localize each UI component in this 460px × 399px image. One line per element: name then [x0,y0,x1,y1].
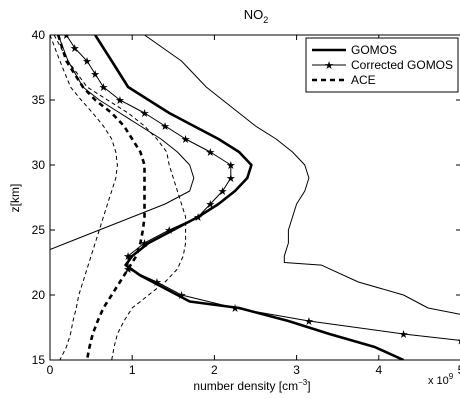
star-marker: ★ [140,108,150,120]
series-line-ace-upper [53,35,187,360]
y-tick-label: 30 [32,158,46,172]
star-marker: ★ [205,199,215,211]
y-tick-label: 35 [32,93,46,107]
legend-corrected-star: ★ [324,60,334,72]
x-scale-note-base: x 10 [428,375,449,387]
x-axis-label-end: ] [307,379,310,393]
star-marker: ★ [230,303,240,315]
star-marker: ★ [456,336,460,348]
series-corrected-gomos-lower [50,35,195,250]
series-line-corrected-gomos [65,35,460,341]
x-tick-label: 2 [211,363,218,377]
star-marker: ★ [193,212,203,224]
series-layer: ★★★★★★★★★★★★★★★★★★★★★★★★★ [50,30,460,360]
x-scale-note: x 109 [428,372,454,387]
star-marker: ★ [115,95,125,107]
y-tick-label: 40 [32,28,46,42]
series-line-ace [56,35,146,360]
y-tick-label: 20 [32,288,46,302]
x-scale-note-exponent: 9 [449,372,454,381]
star-marker: ★ [123,264,133,276]
star-marker: ★ [140,238,150,250]
ticks-layer: 0 1 2 3 4 5 15 20 25 30 35 40 [32,28,460,377]
y-tick-label: 15 [32,353,46,367]
star-marker: ★ [226,173,236,185]
x-tick-label: 1 [129,363,136,377]
star-marker: ★ [160,121,170,133]
star-marker: ★ [61,30,71,42]
series-ace-upper [53,35,187,360]
y-tick-label: 25 [32,223,46,237]
x-tick-label: 5 [458,363,460,377]
star-marker: ★ [98,82,108,94]
legend-gomos-label: GOMOS [351,43,397,57]
star-marker: ★ [177,290,187,302]
chart-title-subscript: 2 [263,15,268,25]
series-line-ace-lower [50,35,118,360]
x-tick-label: 4 [375,363,382,377]
y-axis-label: z[km] [8,184,22,213]
x-axis-label-superscript: −3 [298,378,308,387]
star-marker: ★ [205,147,215,159]
legend: GOMOS ★ Corrected GOMOS ACE [305,37,459,93]
star-marker: ★ [123,251,133,263]
legend-ace-label: ACE [351,73,376,87]
series-line-corrected-gomos-lower [50,35,195,250]
series-corrected-gomos-upper [144,35,460,315]
chart-title-main: NO [244,7,264,22]
star-marker: ★ [152,277,162,289]
series-ace-lower [50,35,118,360]
x-tick-label: 0 [47,363,54,377]
x-axis-label-main: number density [cm [193,379,298,393]
legend-corrected-label: Corrected GOMOS [351,58,453,72]
series-ace [56,35,146,360]
star-marker: ★ [399,329,409,341]
star-marker: ★ [181,134,191,146]
x-axis-label: number density [cm−3] [193,378,310,393]
series-corrected-gomos: ★★★★★★★★★★★★★★★★★★★★★★★★★ [61,30,460,348]
star-marker: ★ [70,43,80,55]
plot-frame [49,34,460,361]
star-marker: ★ [304,316,314,328]
series-line-corrected-gomos-upper [144,35,460,315]
star-marker: ★ [82,56,92,68]
x-tick-label: 3 [293,363,300,377]
star-marker: ★ [164,225,174,237]
star-marker: ★ [226,160,236,172]
chart-title: NO2 [244,7,269,25]
star-marker: ★ [90,69,100,81]
star-marker: ★ [218,186,228,198]
